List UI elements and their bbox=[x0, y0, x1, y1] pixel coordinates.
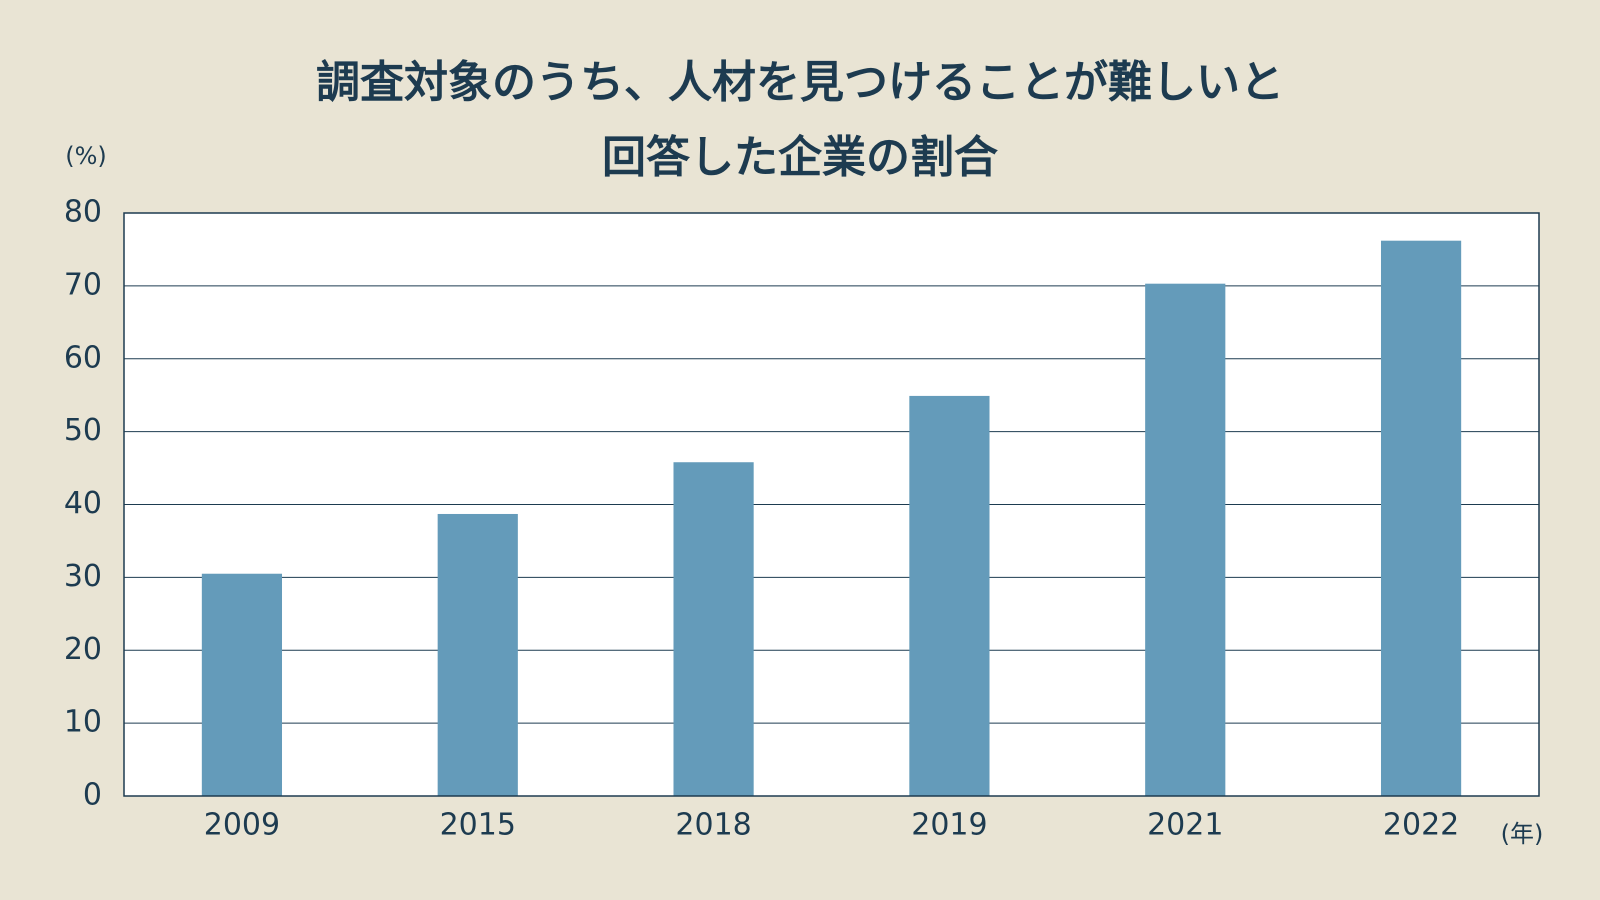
y-tick-label: 10 bbox=[64, 705, 102, 740]
y-tick-label: 0 bbox=[83, 778, 102, 813]
plot-frame bbox=[123, 212, 1540, 797]
x-tick-label: 2019 bbox=[911, 808, 987, 843]
bar bbox=[1145, 283, 1226, 797]
x-tick-label: 2018 bbox=[675, 808, 751, 843]
chart-title: 回答した企業の割合 bbox=[602, 132, 998, 183]
y-tick-label: 40 bbox=[64, 486, 102, 521]
bar bbox=[1380, 240, 1462, 796]
bar bbox=[201, 573, 283, 796]
y-tick-label: 80 bbox=[64, 195, 102, 230]
bar bbox=[673, 462, 754, 796]
x-tick-label: 2022 bbox=[1383, 808, 1459, 843]
x-axis-unit: (年) bbox=[1501, 820, 1544, 848]
bar bbox=[909, 395, 990, 796]
y-tick-label: 60 bbox=[64, 340, 102, 375]
y-axis-unit: (%) bbox=[65, 142, 107, 170]
bar bbox=[437, 513, 518, 796]
x-tick-label: 2021 bbox=[1147, 808, 1223, 843]
x-tick-label: 2015 bbox=[440, 808, 516, 843]
y-tick-label: 20 bbox=[64, 632, 102, 667]
y-tick-label: 50 bbox=[64, 413, 102, 448]
chart-title: 調査対象のうち、人材を見つけることが難しいと bbox=[316, 57, 1284, 108]
y-tick-label: 70 bbox=[64, 267, 102, 302]
y-tick-label: 30 bbox=[64, 559, 102, 594]
x-tick-label: 2009 bbox=[204, 808, 280, 843]
